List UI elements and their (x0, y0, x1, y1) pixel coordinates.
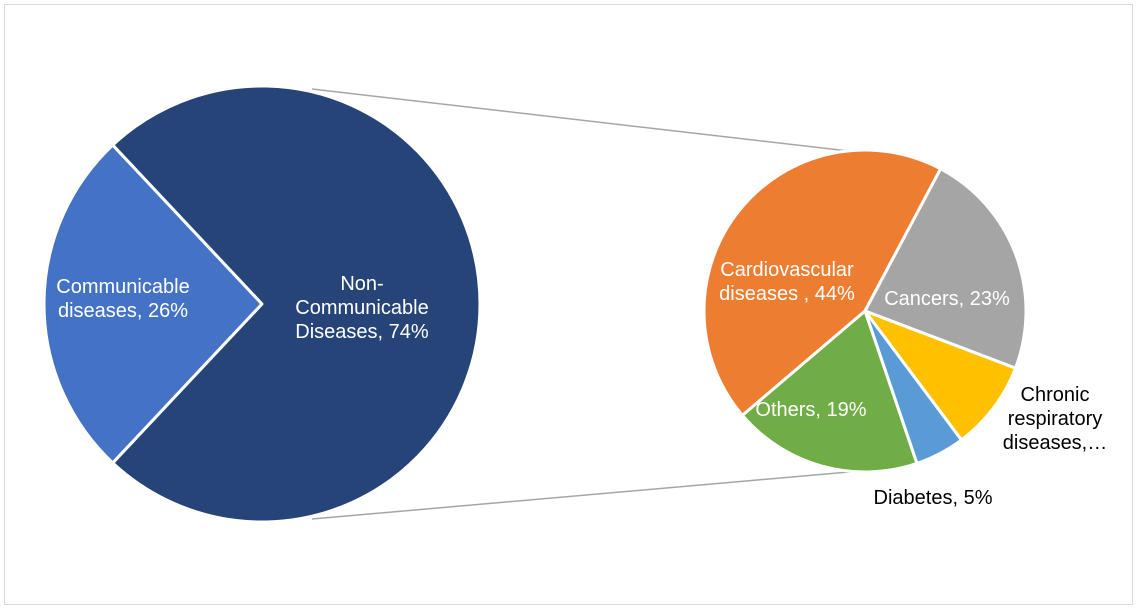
slice-chronic-respiratory-diseases (863, 309, 1018, 442)
data-label-non-communicable-diseases-line: Communicable (295, 297, 428, 319)
data-labels: Communicable diseases, 26%Non-Communicabl… (56, 259, 1107, 509)
slice-cardiovascular-diseases (702, 148, 943, 417)
data-label-cardiovascular-diseases: Cardiovascular diseases , 44% (719, 259, 855, 305)
slice-communicable-diseases (42, 143, 264, 465)
pie-of-pie-chart: Communicable diseases, 26%Non-Communicabl… (42, 84, 1107, 524)
data-label-cardiovascular-diseases-line: diseases , 44% (719, 283, 855, 305)
data-label-non-communicable-diseases-line: Diseases, 74% (295, 321, 429, 343)
chart-area: Communicable diseases, 26% Non-Communicabl… (4, 4, 1133, 605)
connector-lines (311, 88, 861, 520)
data-label-cardiovascular-diseases-line: Cardiovascular (720, 259, 854, 281)
connector-line-top (311, 88, 858, 153)
data-label-communicable-diseases-line: Communicable (56, 276, 189, 298)
data-label-non-communicable-diseases: Non-Communicable Diseases, 74% (295, 273, 429, 343)
slice-non-communicable-diseases (111, 84, 482, 524)
data-label-chronic-respiratory-diseases-line: Chronic (1021, 384, 1090, 406)
data-label-non-communicable-diseases-line: Non- (340, 273, 383, 295)
slice-others (740, 309, 919, 474)
data-label-communicable-diseases-line: diseases, 26% (58, 300, 188, 322)
secondary-pie (702, 148, 1028, 474)
data-label-chronic-respiratory-diseases-line: respiratory (1008, 408, 1102, 430)
data-label-diabetes-line: Diabetes, 5% (874, 487, 993, 509)
data-label-chronic-respiratory-diseases: Chronic respiratory diseases,… (1003, 384, 1108, 454)
primary-pie (42, 84, 482, 524)
data-label-chronic-respiratory-diseases-line: diseases,… (1003, 432, 1108, 454)
data-label-diabetes: Diabetes, 5% (874, 487, 993, 509)
data-label-communicable-diseases: Communicable diseases, 26% (56, 276, 189, 322)
connector-line-bottom (311, 470, 861, 520)
slice-cancers (863, 167, 1028, 370)
data-label-cancers: Cancers, 23% (884, 288, 1010, 310)
data-label-others-line: Others, 19% (755, 399, 866, 421)
data-label-cancers-line: Cancers, 23% (884, 288, 1010, 310)
data-label-others: Others, 19% (755, 399, 866, 421)
